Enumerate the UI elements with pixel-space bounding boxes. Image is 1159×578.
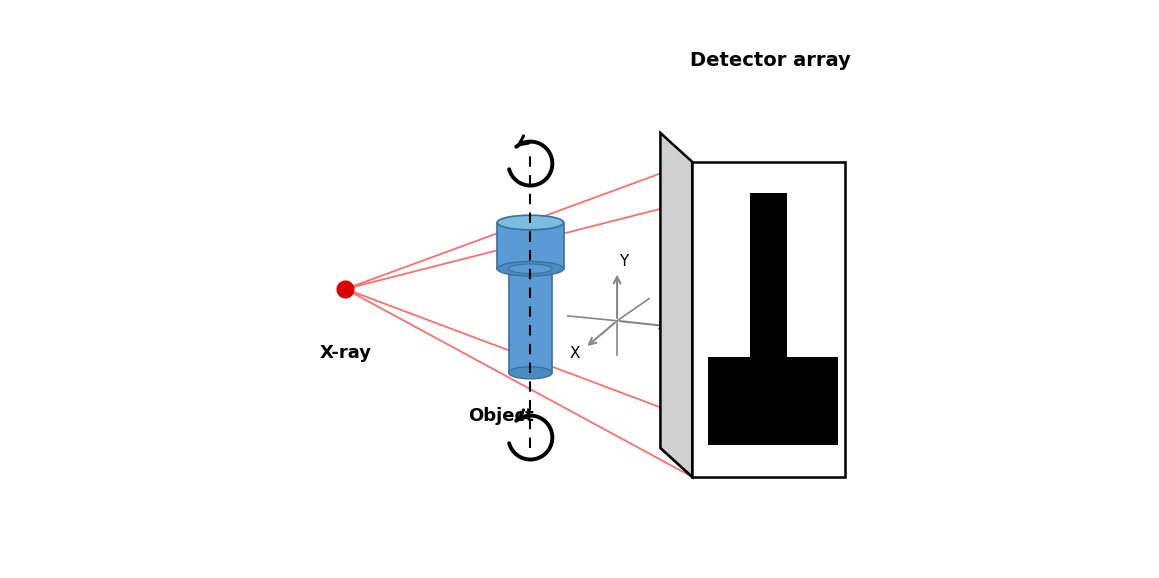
Polygon shape [692,162,845,477]
Polygon shape [707,193,838,445]
Polygon shape [661,448,845,477]
Text: Object: Object [468,407,534,425]
Text: X-ray: X-ray [320,343,371,362]
Ellipse shape [497,261,563,276]
Polygon shape [661,133,692,477]
Text: Detector array: Detector array [690,51,851,70]
Ellipse shape [497,215,563,230]
Ellipse shape [509,367,552,379]
Polygon shape [509,269,552,373]
Text: X: X [569,346,580,361]
Text: Y: Y [619,254,628,269]
Text: Z: Z [679,325,688,340]
Polygon shape [497,223,563,269]
Ellipse shape [509,264,552,273]
